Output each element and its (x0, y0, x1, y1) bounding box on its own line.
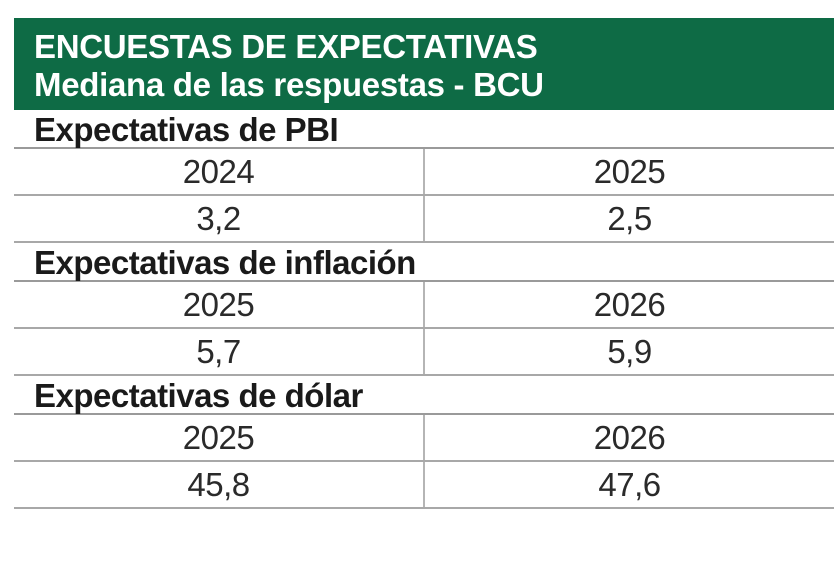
section-pbi: Expectativas de PBI 2024 2025 3,2 2,5 (14, 110, 834, 243)
section-title-dolar: Expectativas de dólar (14, 376, 834, 415)
year-cell-dolar-2: 2026 (423, 415, 834, 460)
year-row-pbi: 2024 2025 (14, 149, 834, 196)
section-title-pbi: Expectativas de PBI (14, 110, 834, 149)
year-cell-pbi-1: 2024 (182, 153, 255, 190)
year-cell-inflacion-1: 2025 (182, 286, 255, 323)
value-row-inflacion: 5,7 5,9 (14, 329, 834, 376)
year-cell-inflacion-2: 2026 (423, 282, 834, 327)
value-row-pbi: 3,2 2,5 (14, 196, 834, 243)
value-cell-inflacion-2: 5,9 (423, 329, 834, 374)
year-cell-pbi-2: 2025 (423, 149, 834, 194)
table-header: ENCUESTAS DE EXPECTATIVAS Mediana de las… (14, 18, 834, 110)
expectations-table: ENCUESTAS DE EXPECTATIVAS Mediana de las… (14, 18, 834, 509)
value-cell-pbi-1: 3,2 (196, 200, 241, 237)
value-cell-dolar-1: 45,8 (187, 466, 250, 503)
section-dolar: Expectativas de dólar 2025 2026 45,8 47,… (14, 376, 834, 509)
value-cell-inflacion-1: 5,7 (196, 333, 241, 370)
table-title: ENCUESTAS DE EXPECTATIVAS (34, 28, 538, 65)
value-cell-dolar-2: 47,6 (423, 462, 834, 507)
section-title-inflacion: Expectativas de inflación (14, 243, 834, 282)
table-subtitle: Mediana de las respuestas - BCU (34, 66, 544, 103)
year-row-inflacion: 2025 2026 (14, 282, 834, 329)
year-cell-dolar-1: 2025 (182, 419, 255, 456)
value-cell-pbi-2: 2,5 (423, 196, 834, 241)
section-inflacion: Expectativas de inflación 2025 2026 5,7 … (14, 243, 834, 376)
year-row-dolar: 2025 2026 (14, 415, 834, 462)
value-row-dolar: 45,8 47,6 (14, 462, 834, 509)
